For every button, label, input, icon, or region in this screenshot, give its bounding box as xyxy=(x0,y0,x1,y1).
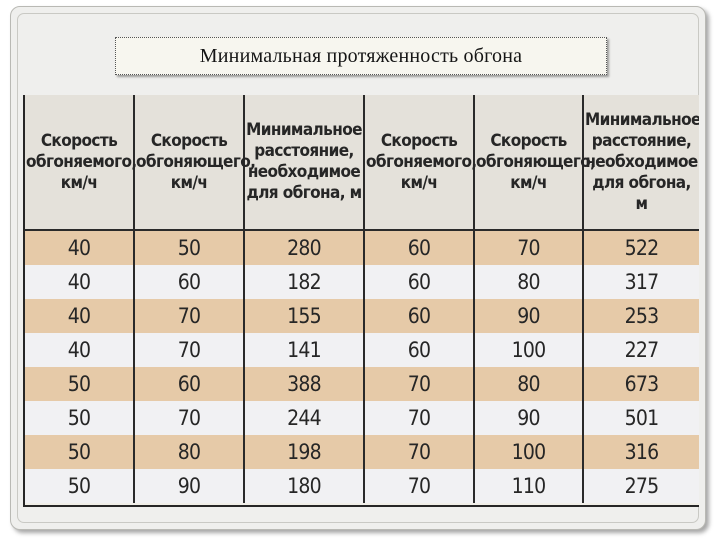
table-cell: 40 xyxy=(25,230,135,265)
table-row: 40 70 155 60 90 253 xyxy=(25,299,699,333)
table-row: 50 60 388 70 80 673 xyxy=(25,367,699,401)
table-row: 40 70 141 60 100 227 xyxy=(25,333,699,367)
table-cell: 90 xyxy=(474,401,584,435)
table-cell: 110 xyxy=(474,469,584,503)
table-cell: 317 xyxy=(583,265,699,299)
table-cell: 141 xyxy=(244,333,365,367)
table-cell: 673 xyxy=(583,367,699,401)
header-overtaking-speed-2: Скорость обгоняющего, км/ч xyxy=(474,95,596,231)
table-cell: 60 xyxy=(364,265,475,299)
table-cell: 100 xyxy=(474,435,584,469)
table-cell: 70 xyxy=(134,333,245,367)
table-row: 40 50 280 60 70 522 xyxy=(25,230,699,265)
table-cell: 244 xyxy=(244,401,365,435)
table-cell: 50 xyxy=(25,469,135,503)
header-min-distance-2: Минимальное расстояние, необходимое для … xyxy=(583,95,699,231)
table-cell: 60 xyxy=(364,333,475,367)
table-row: 50 80 198 70 100 316 xyxy=(25,435,699,469)
table-cell: 50 xyxy=(134,230,245,265)
table-cell: 182 xyxy=(244,265,365,299)
header-overtaking-speed: Скорость обгоняющего, км/ч xyxy=(134,95,256,231)
table-row: 50 90 180 70 110 275 xyxy=(25,469,699,503)
table-row: 40 60 182 60 80 317 xyxy=(25,265,699,299)
table-cell: 70 xyxy=(364,367,475,401)
table-cell: 388 xyxy=(244,367,365,401)
table-cell: 60 xyxy=(134,367,245,401)
table-cell: 70 xyxy=(364,435,475,469)
title-box: Минимальная протяженность обгона xyxy=(115,37,607,75)
table-header-row: Скорость обгоняемого, км/ч Скорость обго… xyxy=(25,95,699,231)
table-cell: 40 xyxy=(25,299,135,333)
table-cell: 40 xyxy=(25,333,135,367)
table-cell: 227 xyxy=(583,333,699,367)
slide-title: Минимальная протяженность обгона xyxy=(199,44,523,67)
table-cell: 70 xyxy=(134,299,245,333)
table-cell: 180 xyxy=(244,469,365,503)
table-cell: 70 xyxy=(134,401,245,435)
table-cell: 60 xyxy=(364,299,475,333)
table-cell: 501 xyxy=(583,401,699,435)
table-cell: 70 xyxy=(474,230,584,265)
table-cell: 50 xyxy=(25,435,135,469)
table-cell: 50 xyxy=(25,367,135,401)
table-cell: 60 xyxy=(134,265,245,299)
table-cell: 522 xyxy=(583,230,699,265)
header-overtaken-speed: Скорость обгоняемого, км/ч xyxy=(25,95,137,231)
table-cell: 275 xyxy=(583,469,699,503)
table-image: Скорость обгоняемого, км/ч Скорость обго… xyxy=(23,95,699,507)
table-cell: 50 xyxy=(25,401,135,435)
table-cell: 70 xyxy=(364,401,475,435)
table-cell: 155 xyxy=(244,299,365,333)
table-cell: 316 xyxy=(583,435,699,469)
table-row: 50 70 244 70 90 501 xyxy=(25,401,699,435)
header-min-distance: Минимальное расстояние, необходимое для … xyxy=(244,95,365,231)
header-overtaken-speed-2: Скорость обгоняемого, км/ч xyxy=(364,95,477,231)
table-cell: 80 xyxy=(134,435,245,469)
overtaking-table: Скорость обгоняемого, км/ч Скорость обго… xyxy=(25,95,699,503)
table-cell: 90 xyxy=(474,299,584,333)
table-cell: 280 xyxy=(244,230,365,265)
table-cell: 198 xyxy=(244,435,365,469)
table-cell: 40 xyxy=(25,265,135,299)
table-cell: 80 xyxy=(474,367,584,401)
table-cell: 253 xyxy=(583,299,699,333)
table-cell: 70 xyxy=(364,469,475,503)
table-cell: 60 xyxy=(364,230,475,265)
table-cell: 100 xyxy=(474,333,584,367)
table-cell: 80 xyxy=(474,265,584,299)
table-cell: 90 xyxy=(134,469,245,503)
